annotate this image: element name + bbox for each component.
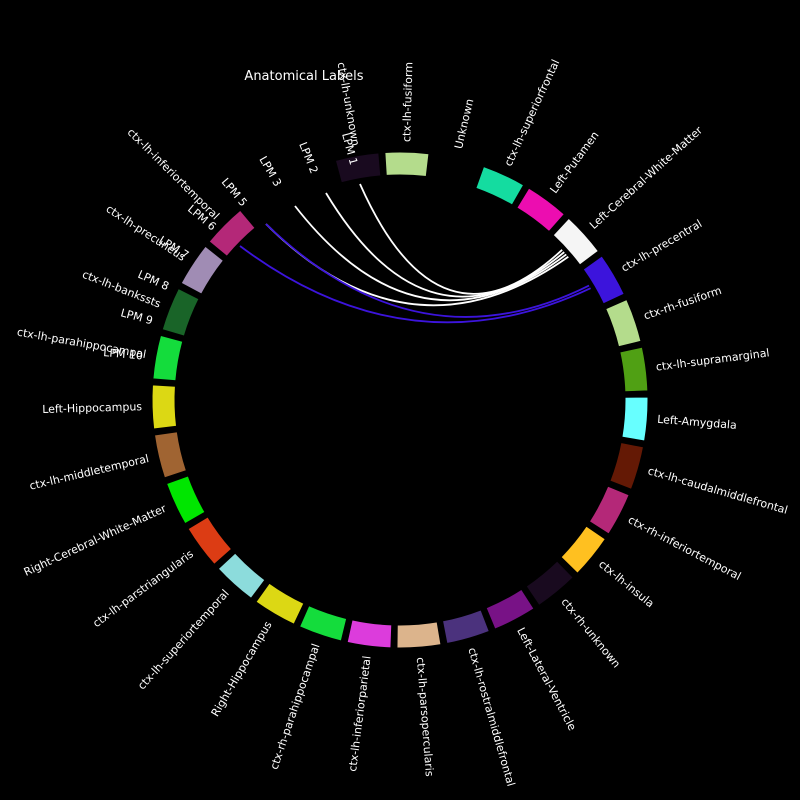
- node-label-ctx-lh-inferiorparietal: ctx-lh-inferiorparietal: [346, 655, 374, 772]
- node-segment-ctx-lh-parahippocampal[interactable]: [152, 334, 184, 382]
- connection-lpm-3-left-cerebral-white-matter: [294, 205, 567, 302]
- node-label-left-hippocampus: Left-Hippocampus: [42, 400, 142, 416]
- node-label-left-cerebral-white-matter: Left-Cerebral-White-Matter: [587, 123, 705, 231]
- node-segment-right-cerebral-white-matter[interactable]: [165, 475, 206, 525]
- node-segment-ctx-rh-inferiortemporal[interactable]: [588, 485, 630, 535]
- node-label-left-lateral-ventricle: Left-Lateral-Ventricle: [514, 625, 579, 733]
- node-segment-left-cerebral-white-matter[interactable]: [552, 217, 600, 266]
- node-segment-ctx-lh-rostralmiddlefrontal[interactable]: [441, 609, 490, 645]
- node-ring: ctx-lh-unknown ctx-lh-fusiform Unknown ctx-…: [16, 57, 789, 787]
- connection-lpm-1-left-cerebral-white-matter: [359, 183, 563, 295]
- lpm-label-lpm-2: LPM 2: [296, 140, 320, 175]
- diagram-title: Anatomical Labels: [244, 69, 363, 84]
- node-label-ctx-lh-insula: ctx-lh-insula: [596, 558, 656, 611]
- connection-lpm-7-ctx-lh-precentral: [239, 245, 591, 324]
- node-label-ctx-lh-rostralmiddlefrontal: ctx-lh-rostralmiddlefrontal: [465, 646, 517, 788]
- node-segment-ctx-lh-precentral[interactable]: [582, 255, 625, 305]
- lpm-label-lpm-3: LPM 3: [256, 154, 284, 189]
- node-segment-unknown[interactable]: [431, 153, 479, 188]
- node-segment-ctx-lh-inferiortemporal[interactable]: [208, 209, 256, 257]
- node-segment-ctx-lh-middletemporal[interactable]: [153, 431, 188, 479]
- node-segment-left-putamen[interactable]: [516, 187, 566, 233]
- node-segment-ctx-lh-insula[interactable]: [560, 525, 607, 574]
- node-segment-ctx-lh-parsopercularis[interactable]: [396, 621, 442, 649]
- node-segment-ctx-lh-unknown[interactable]: [334, 152, 382, 184]
- node-label-ctx-rh-fusiform: ctx-rh-fusiform: [642, 284, 723, 323]
- connection-lpm-6-ctx-lh-precentral: [265, 223, 590, 318]
- connection-lines: [239, 183, 591, 324]
- lpm-label-lpm-9: LPM 9: [119, 306, 154, 327]
- node-segment-ctx-lh-bankssts[interactable]: [161, 287, 200, 337]
- node-segment-ctx-lh-parstriangularis[interactable]: [187, 516, 233, 566]
- node-segment-left-lateral-ventricle[interactable]: [485, 588, 535, 630]
- connection-lpm-6-left-cerebral-white-matter: [265, 223, 569, 307]
- node-label-ctx-lh-caudalmiddlefrontal: ctx-lh-caudalmiddlefrontal: [646, 464, 789, 516]
- node-label-ctx-lh-middletemporal: ctx-lh-middletemporal: [28, 452, 150, 493]
- node-segment-left-amygdala[interactable]: [621, 396, 649, 442]
- node-segment-ctx-lh-inferiorparietal[interactable]: [346, 619, 393, 649]
- node-label-ctx-lh-supramarginal: ctx-lh-supramarginal: [655, 346, 770, 373]
- node-segment-ctx-lh-superiortemporal[interactable]: [217, 552, 266, 600]
- node-label-ctx-lh-superiorfrontal: ctx-lh-superiorfrontal: [502, 57, 562, 168]
- node-segment-ctx-rh-unknown[interactable]: [525, 560, 574, 607]
- node-label-unknown: Unknown: [452, 97, 476, 150]
- node-label-right-hippocampus: Right-Hippocampus: [209, 619, 275, 719]
- node-segment-left-hippocampus[interactable]: [151, 384, 178, 430]
- node-segment-ctx-rh-fusiform[interactable]: [605, 298, 642, 348]
- node-segment-ctx-lh-precuneus[interactable]: [180, 245, 225, 295]
- node-label-ctx-rh-unknown: ctx-rh-unknown: [558, 596, 623, 671]
- node-label-ctx-lh-parsopercularis: ctx-lh-parsopercularis: [414, 657, 436, 778]
- node-label-ctx-lh-fusiform: ctx-lh-fusiform: [400, 62, 415, 142]
- node-label-left-putamen: Left-Putamen: [547, 129, 601, 196]
- node-label-ctx-lh-superiortemporal: ctx-lh-superiortemporal: [135, 587, 232, 692]
- node-label-right-cerebral-white-matter: Right-Cerebral-White-Matter: [22, 502, 169, 579]
- node-label-left-amygdala: Left-Amygdala: [657, 413, 737, 432]
- node-segment-ctx-lh-superiorfrontal[interactable]: [475, 165, 525, 206]
- node-segment-right-hippocampus[interactable]: [255, 582, 305, 625]
- node-segment-ctx-lh-supramarginal[interactable]: [619, 346, 649, 393]
- node-label-ctx-lh-parstriangularis: ctx-lh-parstriangularis: [90, 547, 196, 630]
- node-label-ctx-lh-precentral: ctx-lh-precentral: [619, 217, 704, 274]
- lpm-label-lpm-5: LPM 5: [219, 176, 250, 209]
- node-segment-ctx-rh-parahippocampal[interactable]: [298, 605, 348, 642]
- lpm-label-lpm-10: LPM 10: [103, 346, 144, 362]
- node-label-ctx-rh-parahippocampal: ctx-rh-parahippocampal: [268, 642, 323, 771]
- node-segment-ctx-lh-caudalmiddlefrontal[interactable]: [609, 441, 645, 490]
- node-label-ctx-rh-inferiortemporal: ctx-rh-inferiortemporal: [626, 513, 743, 583]
- node-label-ctx-lh-inferiortemporal: ctx-lh-inferiortemporal: [125, 126, 222, 223]
- node-segment-ctx-lh-fusiform[interactable]: [384, 151, 430, 178]
- connection-lpm-2-left-cerebral-white-matter: [325, 192, 565, 298]
